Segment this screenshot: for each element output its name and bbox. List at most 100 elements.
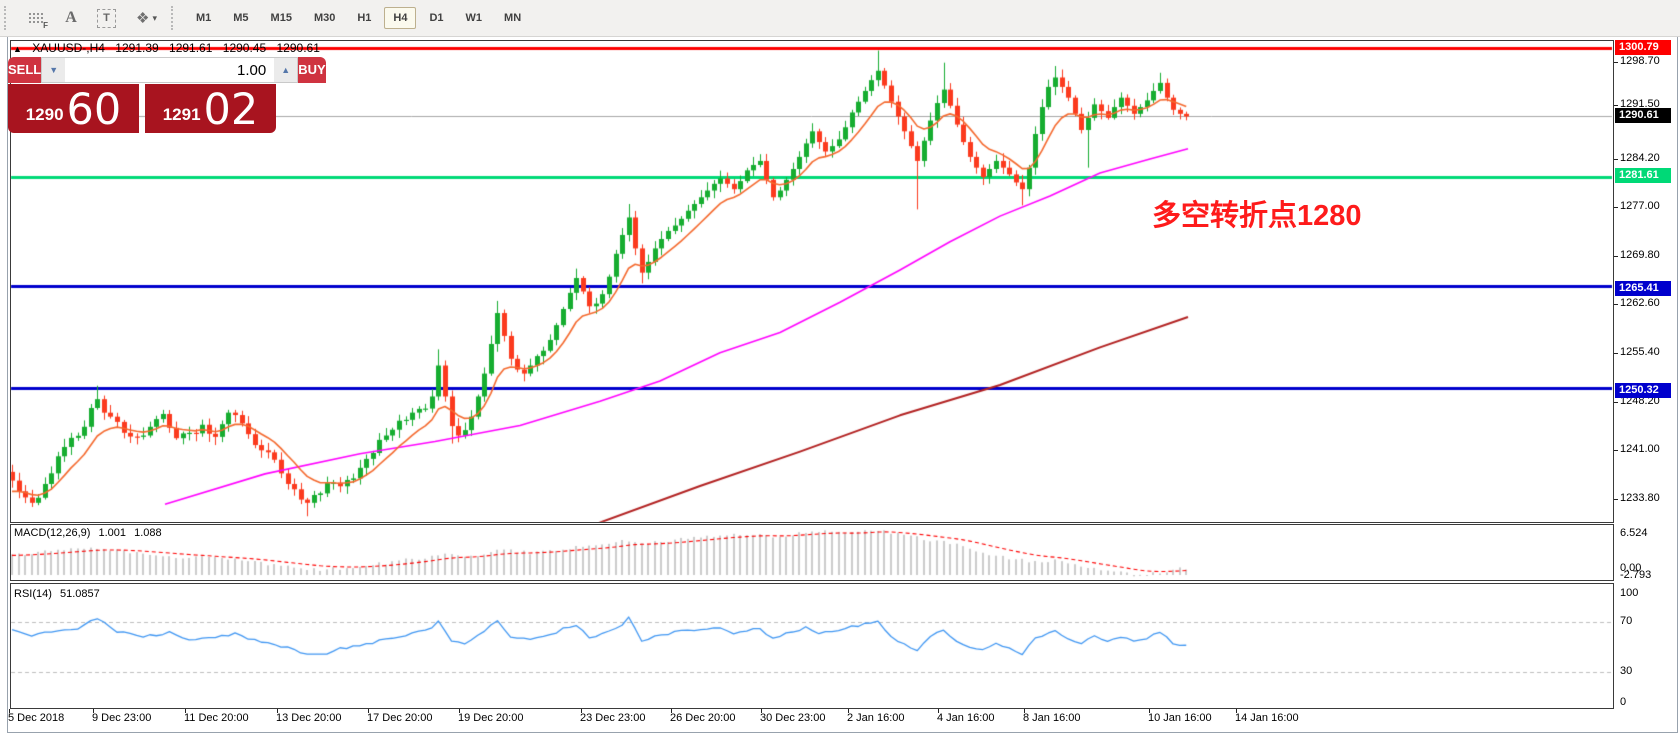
macd-axis-top-label: 6.524 <box>1620 527 1648 539</box>
text-box-icon: T <box>97 8 116 28</box>
toolbar-grip[interactable] <box>170 6 179 30</box>
price-axis-label: 1291.50 <box>1620 98 1660 110</box>
time-axis-tick <box>671 709 672 713</box>
timeframe-h1-button[interactable]: H1 <box>348 7 380 29</box>
time-axis-label: 2 Jan 16:00 <box>847 712 905 724</box>
buy-button[interactable]: BUY <box>298 57 326 83</box>
sell-price-main: 1290 <box>25 105 64 124</box>
price-axis-label: 1277.00 <box>1620 200 1660 212</box>
time-axis-label: 9 Dec 23:00 <box>92 712 152 724</box>
macd-axis-bottom-label: -2.793 <box>1620 569 1652 581</box>
price-axis-label: 1298.70 <box>1620 55 1660 67</box>
sell-price-pips: 60 <box>66 85 122 136</box>
rsi-axis-label: 70 <box>1620 615 1633 627</box>
chart-annotation-text: 多空转折点1280 <box>1152 200 1362 232</box>
time-axis-label: 5 Dec 2018 <box>8 712 65 724</box>
volume-increase-button[interactable]: ▲ <box>274 58 298 82</box>
sell-button[interactable]: SELL <box>8 57 42 83</box>
time-axis-label: 17 Dec 20:00 <box>367 712 433 724</box>
time-axis-label: 13 Dec 20:00 <box>276 712 342 724</box>
time-axis-label: 14 Jan 16:00 <box>1235 712 1299 724</box>
volume-stepper: ▼ ▲ <box>41 57 299 83</box>
toolbar-grip[interactable] <box>4 6 12 30</box>
timeframe-d1-button[interactable]: D1 <box>420 7 452 29</box>
time-axis-tick <box>277 709 278 713</box>
dropdown-caret-icon: ▾ <box>152 12 157 23</box>
text-label-tool-button[interactable]: T <box>90 5 123 31</box>
chart-header: ▲ XAUUSD-,H4 1291.39 1291.61 1290.45 129… <box>13 41 327 55</box>
time-axis-label: 30 Dec 23:00 <box>760 712 826 724</box>
rsi-value: 51.0857 <box>59 588 100 600</box>
timeframe-h4-button[interactable]: H4 <box>384 7 417 29</box>
rsi-axis-label: 100 <box>1620 587 1639 599</box>
price-axis-label: 1233.80 <box>1620 492 1660 504</box>
price-axis-tick <box>1614 159 1618 160</box>
timeframe-m1-button[interactable]: M1 <box>187 7 220 29</box>
timeframe-m15-button[interactable]: M15 <box>262 7 301 29</box>
buy-price-pips: 02 <box>203 85 259 136</box>
price-axis-label: 1262.60 <box>1620 297 1660 309</box>
price-axis-tick <box>1614 105 1618 106</box>
time-axis-label: 8 Jan 16:00 <box>1023 712 1081 724</box>
dotted-grid-icon: F <box>28 11 48 30</box>
price-axis-label: 1269.80 <box>1620 249 1660 261</box>
ohlc-open: 1291.39 <box>115 41 159 55</box>
price-axis-tick <box>1614 62 1618 63</box>
ohlc-close: 1290.61 <box>276 41 320 55</box>
time-axis-tick <box>368 709 369 713</box>
time-axis-tick <box>1149 709 1150 713</box>
price-axis-label: 1284.20 <box>1620 152 1660 164</box>
buy-price-main: 1291 <box>162 105 201 124</box>
price-badge: 1265.41 <box>1615 281 1671 296</box>
rsi-label: RSI(14) 51.0857 <box>14 588 105 600</box>
time-axis-tick <box>848 709 849 713</box>
macd-name: MACD(12,26,9) <box>14 527 91 539</box>
price-badge: 1250.32 <box>1615 383 1671 398</box>
templates-grid-icon[interactable]: F <box>21 5 52 31</box>
buy-price-display[interactable]: 1291 02 <box>145 84 276 133</box>
ohlc-high: 1291.61 <box>169 41 213 55</box>
rsi-axis-label: 0 <box>1620 696 1627 708</box>
volume-input[interactable] <box>65 58 275 82</box>
objects-tool-button[interactable]: ❖ ▾ <box>129 5 164 31</box>
time-axis-tick <box>761 709 762 713</box>
price-badge: 1281.61 <box>1615 168 1671 183</box>
time-axis-tick <box>1236 709 1237 713</box>
timeframe-m30-button[interactable]: M30 <box>305 7 344 29</box>
time-axis-label: 10 Jan 16:00 <box>1148 712 1212 724</box>
time-axis-tick <box>9 709 10 713</box>
time-axis-label: 11 Dec 20:00 <box>184 712 249 724</box>
time-axis-label: 23 Dec 23:00 <box>580 712 646 724</box>
volume-decrease-button[interactable]: ▼ <box>42 58 66 82</box>
timeframe-mn-button[interactable]: MN <box>495 7 530 29</box>
time-axis-label: 26 Dec 20:00 <box>670 712 736 724</box>
time-axis-tick <box>581 709 582 713</box>
price-axis-tick <box>1614 304 1618 305</box>
price-axis-label: 1248.20 <box>1620 395 1660 407</box>
time-axis-label: 19 Dec 20:00 <box>458 712 524 724</box>
price-axis-label: 1241.00 <box>1620 443 1660 455</box>
one-click-trading-panel: SELL ▼ ▲ BUY 1290 60 1291 02 <box>8 57 326 133</box>
time-axis-tick <box>185 709 186 713</box>
price-axis-tick <box>1614 402 1618 403</box>
macd-axis-zero-label: 0.00 <box>1620 562 1642 574</box>
timeframe-w1-button[interactable]: W1 <box>457 7 492 29</box>
font-tool-button[interactable]: A <box>58 5 84 31</box>
toolbar: F A T ❖ ▾ M1 M5 M15 M30 H1 H4 D1 W1 MN <box>0 0 1680 37</box>
price-axis-tick <box>1614 353 1618 354</box>
rsi-name: RSI(14) <box>14 588 52 600</box>
timeframe-m5-button[interactable]: M5 <box>224 7 257 29</box>
macd-signal-value: 1.088 <box>134 527 162 539</box>
price-axis-label: 1255.40 <box>1620 346 1660 358</box>
price-axis-tick <box>1614 499 1618 500</box>
macd-main-value: 1.001 <box>98 527 127 539</box>
price-badge: 1300.79 <box>1615 40 1671 55</box>
time-axis-tick <box>938 709 939 713</box>
sell-price-display[interactable]: 1290 60 <box>8 84 139 133</box>
price-axis-tick <box>1614 207 1618 208</box>
price-badge: 1290.61 <box>1615 108 1671 123</box>
symbol-label: XAUUSD-,H4 <box>32 41 105 55</box>
tick-direction-icon: ▲ <box>13 44 22 54</box>
